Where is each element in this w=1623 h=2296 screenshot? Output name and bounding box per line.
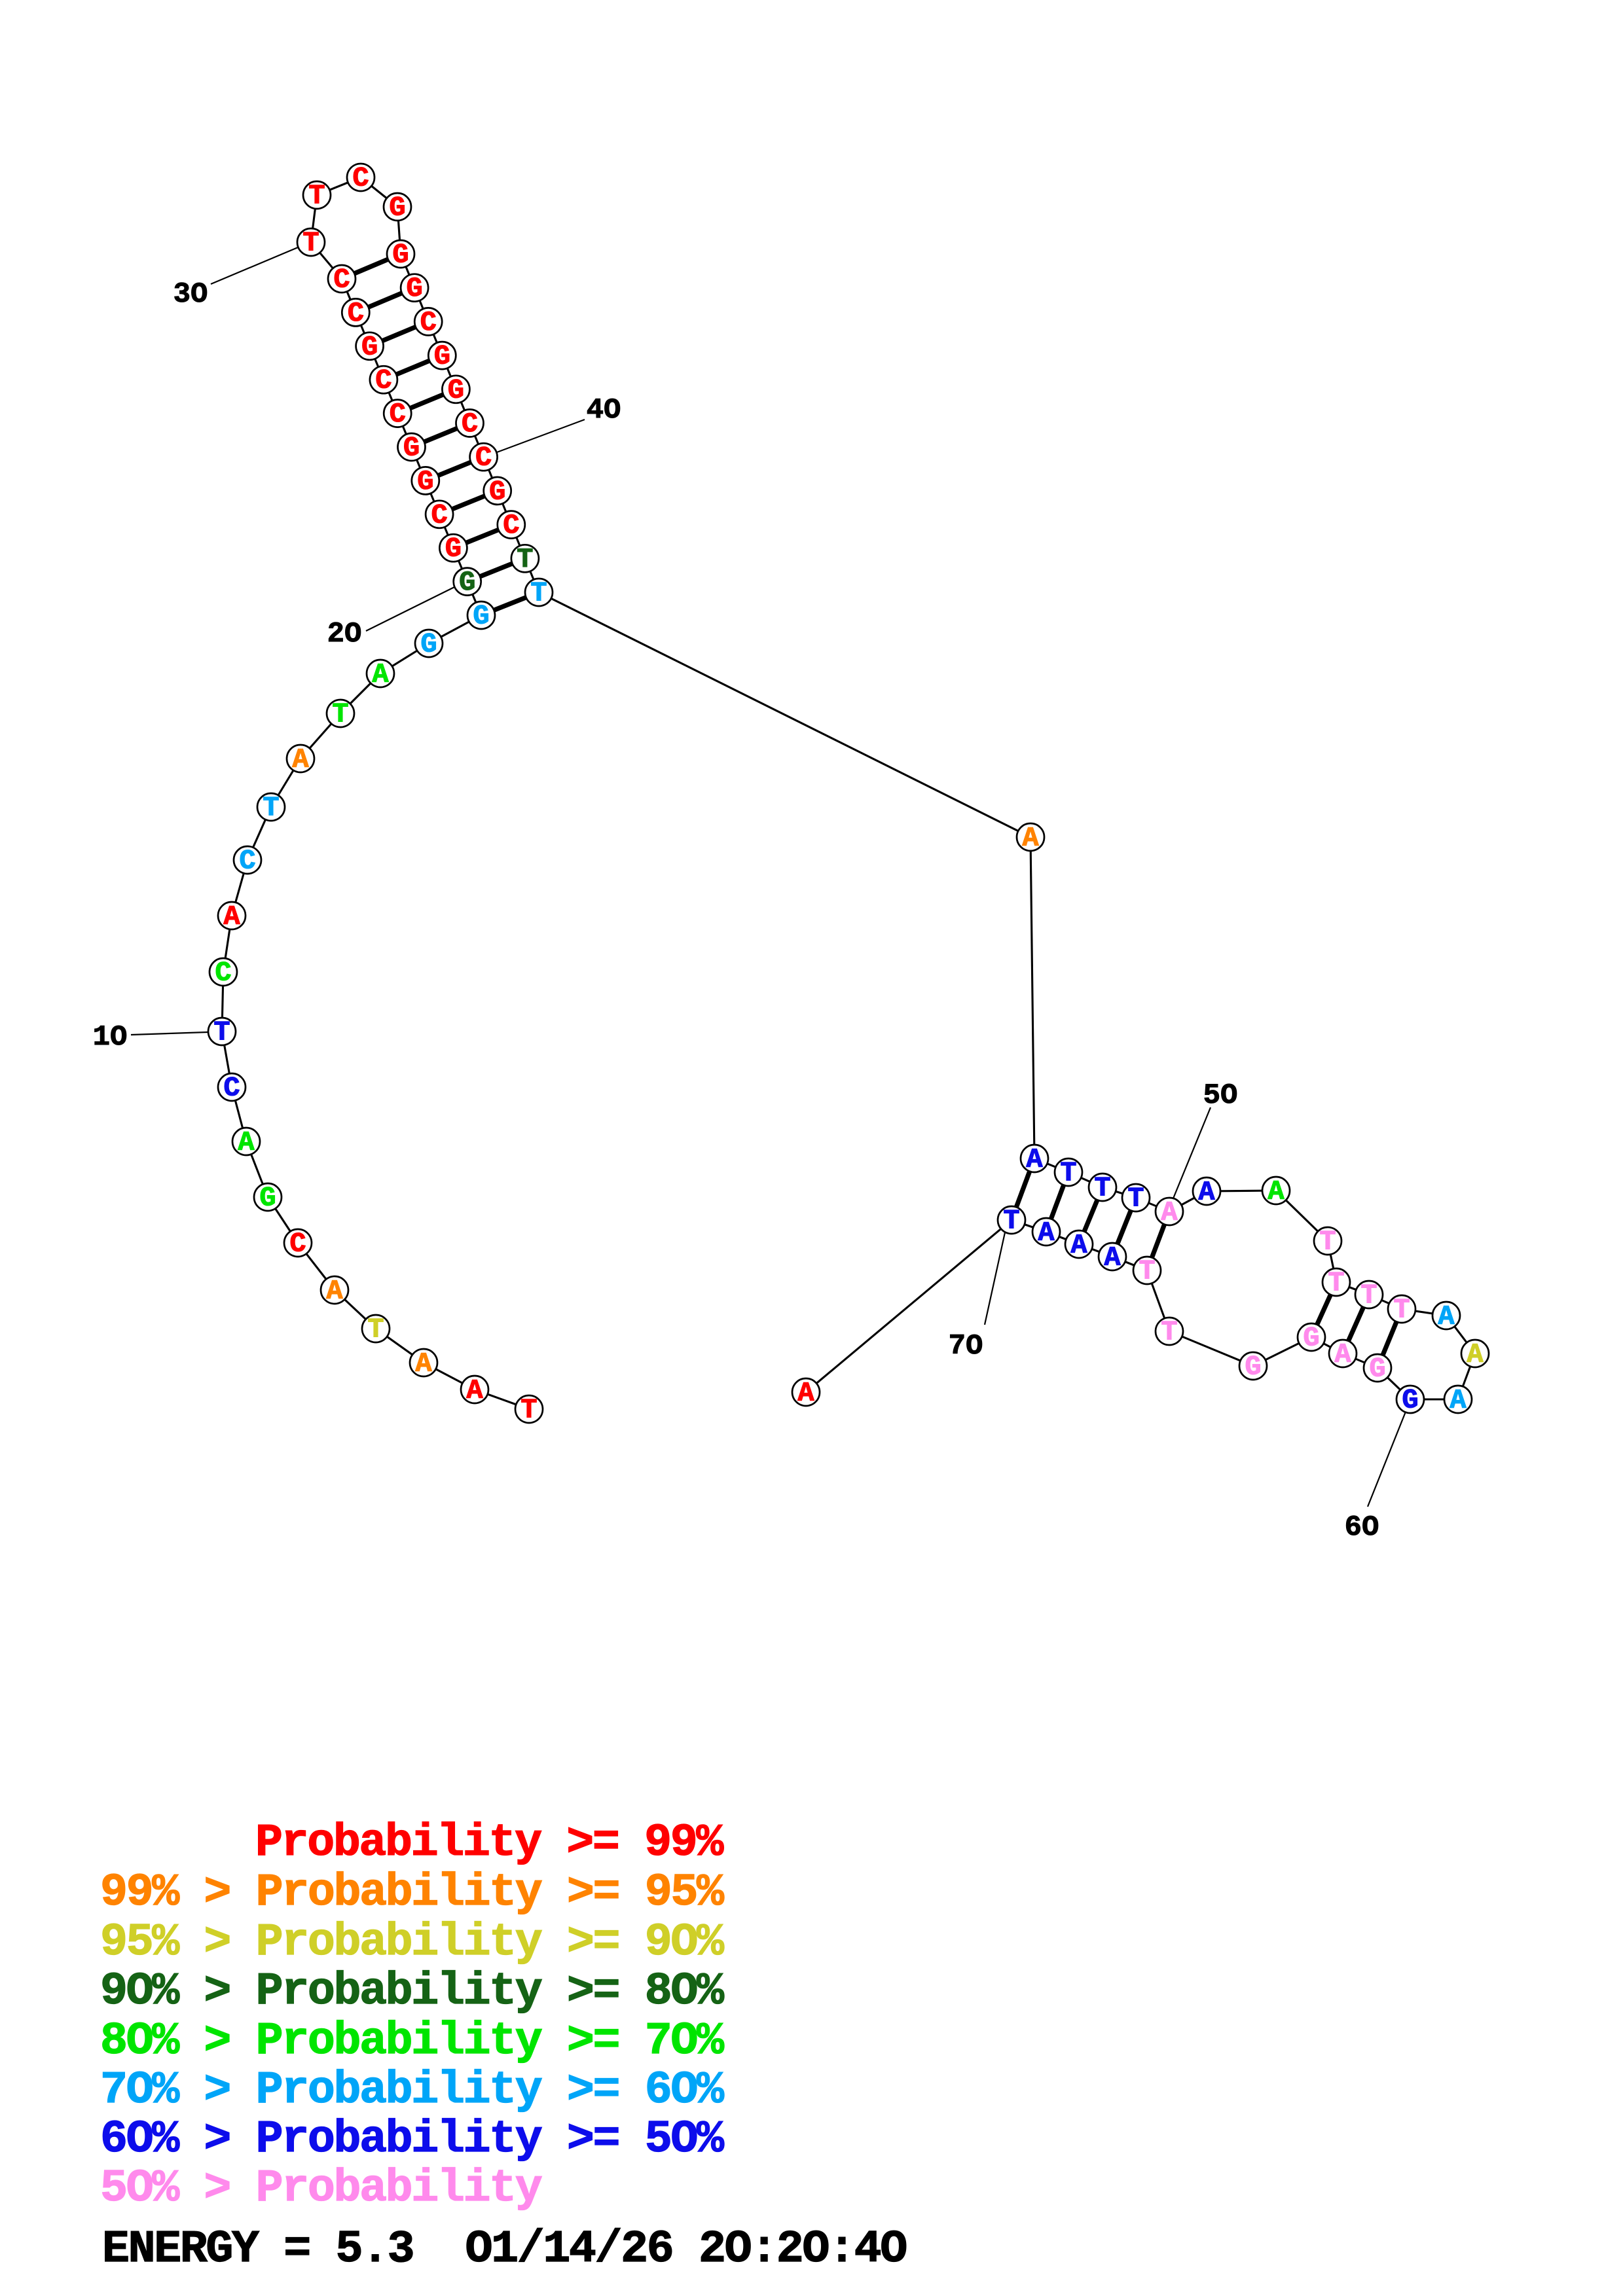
svg-text:G: G xyxy=(389,192,405,224)
svg-text:A: A xyxy=(372,659,389,691)
svg-text:C: C xyxy=(348,298,364,329)
svg-text:C: C xyxy=(375,365,392,397)
svg-text:T: T xyxy=(302,228,319,259)
svg-text:A: A xyxy=(1198,1177,1215,1208)
svg-text:T: T xyxy=(1060,1158,1076,1189)
svg-text:G: G xyxy=(420,629,437,660)
svg-text:A: A xyxy=(238,1127,255,1158)
svg-text:T: T xyxy=(1127,1183,1144,1215)
svg-text:3O: 3O xyxy=(173,278,208,311)
svg-text:T: T xyxy=(1328,1268,1344,1299)
svg-text:A: A xyxy=(1070,1230,1087,1261)
svg-text:ENERGY = 5.3 O1/14/26 2O:2O:4: ENERGY = 5.3 O1/14/26 2O:2O:4O xyxy=(102,2224,906,2276)
svg-text:T: T xyxy=(213,1017,230,1049)
svg-text:99% > Probability >= 95%: 99% > Probability >= 95% xyxy=(100,1867,725,1919)
svg-text:T: T xyxy=(1094,1173,1110,1204)
svg-text:G: G xyxy=(489,476,505,507)
svg-text:G: G xyxy=(445,533,462,565)
svg-text:C: C xyxy=(289,1229,306,1260)
svg-text:C: C xyxy=(420,307,437,338)
svg-text:C: C xyxy=(503,510,519,541)
svg-text:C: C xyxy=(239,846,255,877)
svg-text:A: A xyxy=(1161,1197,1178,1229)
svg-text:G: G xyxy=(1245,1352,1261,1383)
svg-text:A: A xyxy=(1267,1176,1285,1208)
svg-text:A: A xyxy=(326,1276,343,1307)
svg-text:C: C xyxy=(352,163,369,194)
svg-text:A: A xyxy=(1334,1339,1351,1371)
svg-text:1O: 1O xyxy=(93,1021,128,1054)
svg-text:G: G xyxy=(392,240,409,271)
svg-text:G: G xyxy=(473,601,489,632)
svg-text:T: T xyxy=(263,793,279,824)
svg-text:A: A xyxy=(1450,1385,1467,1416)
svg-text:A: A xyxy=(1022,823,1039,854)
svg-text:T: T xyxy=(1319,1227,1336,1258)
svg-text:5O% > Probability: 5O% > Probability xyxy=(100,2163,542,2215)
svg-text:7O: 7O xyxy=(949,1330,983,1363)
svg-text:4O: 4O xyxy=(587,394,621,427)
svg-text:A: A xyxy=(1104,1242,1121,1274)
svg-text:T: T xyxy=(517,544,533,575)
svg-text:A: A xyxy=(292,744,309,776)
svg-text:C: C xyxy=(390,399,406,430)
svg-text:G: G xyxy=(1303,1323,1319,1354)
svg-text:A: A xyxy=(223,901,240,933)
svg-text:A: A xyxy=(1438,1301,1455,1333)
svg-text:C: C xyxy=(475,442,492,474)
svg-text:G: G xyxy=(1402,1385,1418,1416)
svg-text:T: T xyxy=(1139,1256,1155,1287)
svg-text:T: T xyxy=(530,578,547,609)
svg-text:A: A xyxy=(1038,1217,1055,1249)
svg-text:C: C xyxy=(215,958,231,989)
svg-text:G: G xyxy=(259,1183,276,1214)
svg-text:G: G xyxy=(361,331,378,363)
svg-text:G: G xyxy=(406,273,422,304)
svg-text:8O% > Probability >= 7O%: 8O% > Probability >= 7O% xyxy=(100,2016,725,2068)
svg-text:A: A xyxy=(1026,1144,1043,1175)
svg-text:7O% > Probability >= 6O%: 7O% > Probability >= 6O% xyxy=(100,2065,725,2117)
svg-text:9O% > Probability >= 8O%: 9O% > Probability >= 8O% xyxy=(100,1966,725,2018)
svg-text:C: C xyxy=(431,499,447,531)
svg-text:Probability >= 99%: Probability >= 99% xyxy=(255,1818,724,1869)
svg-text:6O: 6O xyxy=(1345,1511,1379,1544)
svg-text:C: C xyxy=(462,408,478,440)
svg-text:T: T xyxy=(1003,1206,1019,1237)
svg-text:T: T xyxy=(520,1395,537,1426)
svg-text:2O: 2O xyxy=(327,618,362,651)
svg-text:T: T xyxy=(1393,1295,1410,1326)
svg-text:C: C xyxy=(333,264,350,296)
svg-text:G: G xyxy=(434,341,450,372)
svg-text:6O% > Probability >= 5O%: 6O% > Probability >= 5O% xyxy=(100,2114,725,2166)
svg-text:G: G xyxy=(1369,1354,1385,1385)
svg-text:T: T xyxy=(1161,1317,1177,1348)
svg-text:G: G xyxy=(448,374,464,406)
svg-text:A: A xyxy=(415,1348,432,1380)
svg-text:G: G xyxy=(403,433,420,464)
svg-text:T: T xyxy=(1360,1280,1377,1312)
svg-text:G: G xyxy=(417,466,433,497)
svg-text:T: T xyxy=(308,181,325,212)
svg-text:T: T xyxy=(367,1314,384,1346)
svg-text:A: A xyxy=(1467,1339,1484,1371)
svg-text:95% > Probability >= 9O%: 95% > Probability >= 9O% xyxy=(100,1917,725,1969)
svg-text:A: A xyxy=(466,1375,483,1407)
svg-text:T: T xyxy=(332,699,348,730)
svg-text:5O: 5O xyxy=(1203,1079,1238,1112)
svg-text:A: A xyxy=(797,1378,814,1409)
svg-text:C: C xyxy=(223,1073,240,1104)
svg-text:G: G xyxy=(459,567,475,598)
